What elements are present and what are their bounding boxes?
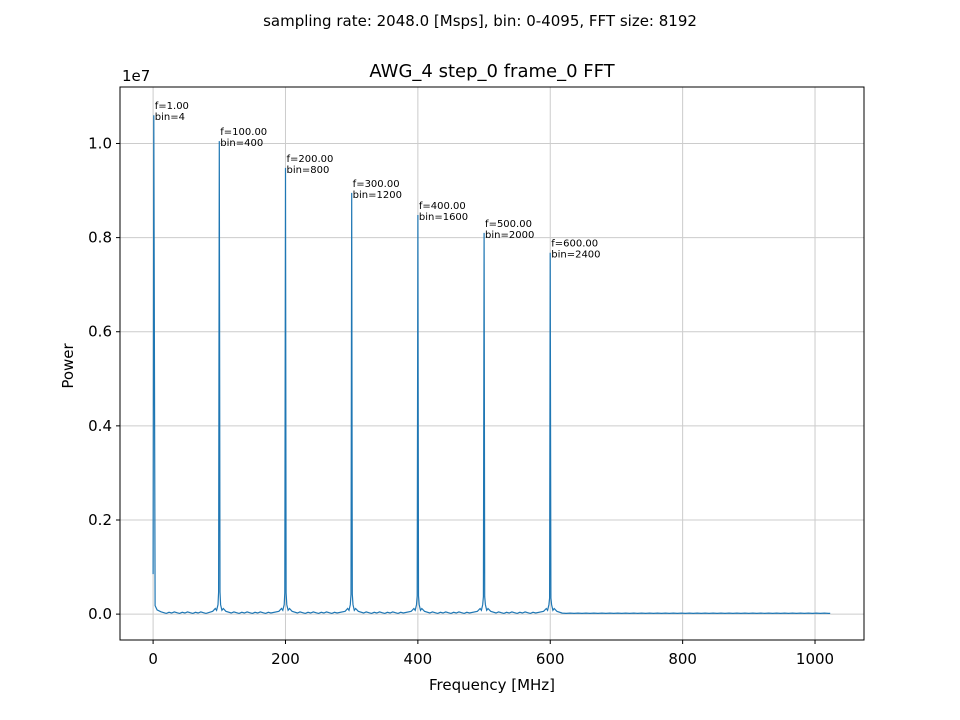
plot-frame: [119, 86, 865, 641]
x-tick-label: 0: [148, 650, 158, 668]
y-axis-label: Power: [59, 342, 77, 388]
figure-suptitle: sampling rate: 2048.0 [Msps], bin: 0-409…: [263, 12, 697, 30]
peak-label-frequency: f=300.00: [353, 179, 400, 190]
peak-label-bin: bin=4: [155, 112, 185, 123]
x-axis-ticks: 0 200 400 600 800 1000: [148, 640, 834, 668]
x-axis-label: Frequency [MHz]: [429, 676, 555, 694]
peak-label-bin: bin=800: [286, 165, 329, 176]
x-tick-label: 400: [404, 650, 433, 668]
y-tick-label: 1.0: [88, 134, 112, 152]
x-tick-label: 800: [668, 650, 697, 668]
spectrum-line: [152, 115, 831, 615]
peak-label-frequency: f=400.00: [419, 201, 466, 212]
peak-label-bin: bin=1600: [419, 212, 468, 223]
x-tick-label: 600: [536, 650, 565, 668]
peak-label-frequency: f=200.00: [286, 154, 333, 165]
y-axis-ticks: 0.0 0.2 0.4 0.6 0.8 1.0: [88, 134, 120, 623]
peak-label-bin: bin=2000: [485, 230, 534, 241]
y-tick-label: 0.4: [88, 417, 112, 435]
series-layer: [152, 115, 831, 615]
peak-label-frequency: f=600.00: [551, 239, 598, 250]
peak-label-frequency: f=1.00: [155, 101, 189, 112]
y-tick-label: 0.6: [88, 323, 112, 341]
peak-label-frequency: f=100.00: [220, 127, 267, 138]
peak-label-frequency: f=500.00: [485, 219, 532, 230]
y-tick-label: 0.2: [88, 511, 112, 529]
x-tick-label: 200: [271, 650, 300, 668]
peak-label-bin: bin=1200: [353, 190, 402, 201]
y-tick-label: 0.0: [88, 605, 112, 623]
chart-title: AWG_4 step_0 frame_0 FFT: [369, 61, 615, 82]
x-tick-label: 1000: [796, 650, 834, 668]
y-tick-label: 0.8: [88, 229, 112, 247]
peak-label-bin: bin=400: [220, 138, 263, 149]
y-offset-label: 1e7: [122, 67, 150, 85]
grid-lines: [120, 87, 864, 640]
peak-label-bin: bin=2400: [551, 250, 600, 261]
